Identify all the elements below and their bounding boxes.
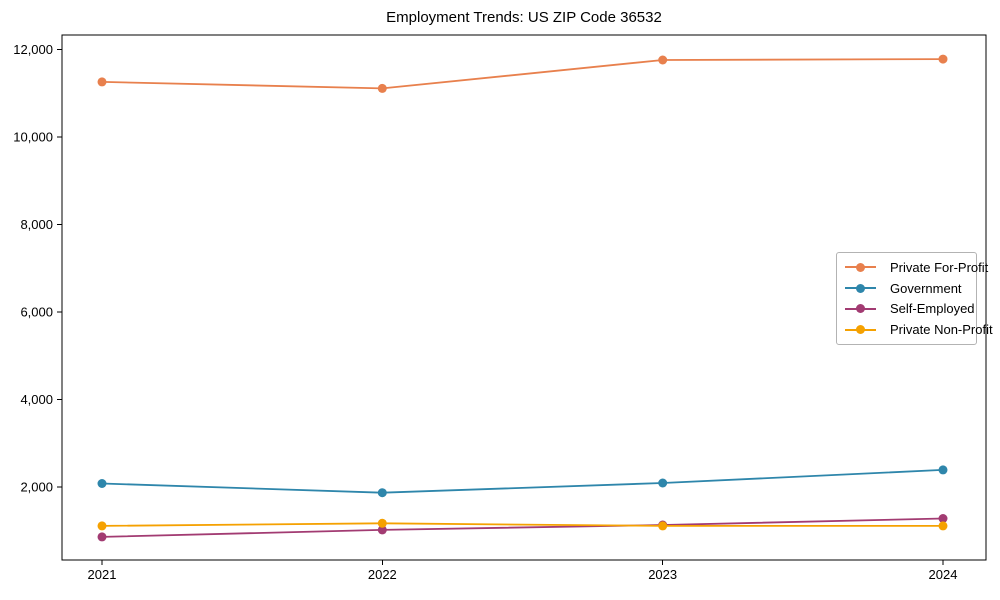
legend-item-self-employed: Self-Employed [845, 299, 975, 320]
plot-frame [61, 34, 987, 561]
data-point-private-for-profit-2023 [658, 55, 668, 65]
x-tick-label: 2024 [929, 567, 958, 582]
series-line-private-for-profit [101, 58, 944, 90]
x-tick-label: 2022 [368, 567, 397, 582]
data-point-private-non-profit-2022 [377, 518, 387, 528]
x-tick-label: 2021 [88, 567, 117, 582]
y-tick-label: 8,000 [20, 217, 53, 232]
y-tick-label: 10,000 [13, 129, 53, 144]
data-point-private-non-profit-2024 [938, 521, 948, 531]
y-tick-label: 2,000 [20, 479, 53, 494]
legend-box: Private For-Profit Government Self-Employe… [836, 252, 993, 345]
legend-label-government: Government [890, 280, 962, 296]
data-point-government-2024 [938, 465, 948, 475]
data-point-private-non-profit-2023 [658, 521, 668, 531]
data-point-self-employed-2021 [97, 532, 107, 542]
y-tick-label: 12,000 [13, 42, 53, 57]
y-tick-label: 6,000 [20, 304, 53, 319]
data-point-private-non-profit-2021 [97, 521, 107, 531]
data-point-private-for-profit-2022 [377, 83, 387, 93]
legend-label-self-employed: Self-Employed [890, 301, 975, 317]
data-point-government-2022 [377, 488, 387, 498]
x-tick-label: 2023 [648, 567, 677, 582]
data-point-private-for-profit-2024 [938, 54, 948, 64]
legend-label-private-for-profit: Private For-Profit [890, 259, 989, 275]
series-line-self-employed [101, 517, 944, 538]
data-point-self-employed-2024 [938, 514, 948, 523]
chart-title: Employment Trends: US ZIP Code 36532 [386, 9, 662, 26]
legend-item-private-non-profit: Private Non-Profit [845, 319, 993, 340]
legend-marker-government [845, 283, 876, 294]
data-point-self-employed-2022 [377, 525, 387, 535]
y-tick-label: 4,000 [20, 392, 53, 407]
legend-item-private-for-profit: Private For-Profit [845, 257, 988, 278]
legend-marker-self-employed [845, 303, 876, 314]
data-point-government-2021 [97, 479, 107, 488]
legend-item-government: Government [845, 278, 968, 299]
series-line-private-non-profit [101, 522, 943, 527]
legend-marker-private-for-profit [845, 262, 876, 273]
series-line-government [101, 469, 944, 494]
legend-marker-private-non-profit [845, 324, 876, 335]
legend-label-private-non-profit: Private Non-Profit [890, 322, 993, 338]
data-point-government-2023 [658, 478, 668, 488]
data-point-private-for-profit-2021 [97, 77, 107, 87]
